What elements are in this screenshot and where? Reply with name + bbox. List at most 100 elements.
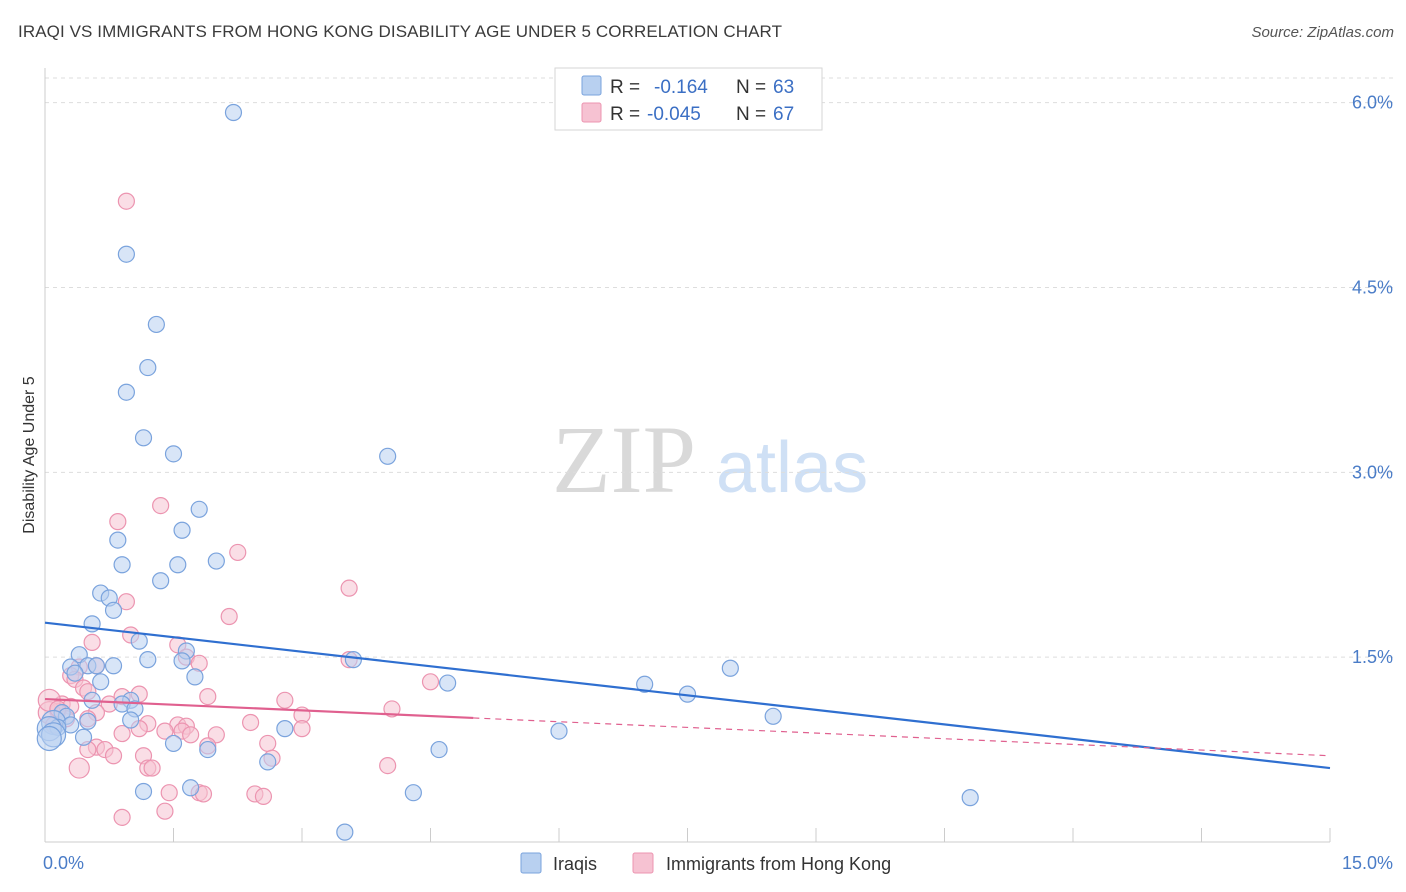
iraqis-point-27 (87, 657, 106, 675)
iraqis-point-55 (199, 740, 217, 759)
iraqis-point-30 (186, 668, 204, 686)
hongkong-point-62 (254, 787, 273, 806)
hongkong-point-43 (113, 724, 131, 743)
iraqis-point-50 (550, 722, 568, 740)
chart-source: Source: ZipAtlas.com (1251, 24, 1394, 41)
iraqis-point-14 (152, 572, 170, 590)
legend-r-label-1: R = (610, 77, 640, 98)
hongkong-point-8 (83, 633, 101, 651)
grid-lines (45, 77, 1395, 658)
chart-title: IRAQI VS IMMIGRANTS FROM HONG KONG DISAB… (18, 22, 783, 41)
legend-n-value-1: 63 (773, 77, 794, 98)
y-tick-label-1: 3.0% (1352, 462, 1393, 482)
iraqis-point-57 (259, 753, 277, 771)
bottom-legend-swatch-iraqis (520, 852, 542, 874)
legend-n-label-1: N = (736, 77, 766, 98)
iraqis-trend-line (44, 621, 1331, 770)
watermark-zip: ZIP (552, 406, 696, 513)
iraqis-point-8 (190, 500, 208, 518)
iraqis-point-54 (164, 734, 183, 753)
iraqis-point-19 (130, 632, 148, 650)
iraqis-point-42 (764, 707, 782, 725)
hongkong-point-46 (259, 734, 277, 753)
bottom-legend-iraqis: Iraqis (553, 854, 597, 874)
iraqis-point-0 (224, 103, 243, 122)
hongkong-trend-line-dashed (473, 717, 1331, 757)
legend-box: R = -0.164 N = 63 R = -0.045 N = 67 (554, 67, 823, 131)
iraqis-point-9 (173, 521, 191, 539)
iraqis-point-60 (404, 784, 422, 802)
hongkong-point-1 (152, 496, 170, 515)
y-tick-label-3: 6.0% (1352, 93, 1393, 113)
iraqis-point-29 (66, 664, 84, 682)
legend-swatch-hongkong (581, 102, 602, 123)
iraqis-point-31 (92, 673, 110, 691)
iraqis-point-2 (147, 315, 165, 334)
hongkong-point-40 (293, 720, 311, 738)
hongkong-trend-line-solid (44, 697, 474, 720)
hongkong-point-4 (340, 579, 358, 597)
legend-r-value-1: -0.164 (654, 77, 708, 98)
iraqis-point-58 (182, 779, 200, 797)
iraqis-point-22 (139, 651, 157, 669)
hongkong-point-17 (421, 673, 440, 691)
hongkong-point-44 (182, 726, 200, 744)
iraqis-point-62 (336, 823, 354, 841)
iraqis-point-43 (122, 711, 140, 729)
iraqis-point-5 (134, 429, 153, 447)
iraqis-point-4 (117, 383, 135, 401)
x-tick-label-0: 0.0% (43, 853, 84, 873)
hongkong-point-58 (160, 784, 178, 802)
iraqis-point-52 (74, 728, 93, 746)
axes (44, 68, 1331, 843)
iraqis-point-34 (721, 659, 739, 677)
iraqis-point-23 (173, 652, 191, 670)
iraqis-point-44 (79, 712, 97, 730)
hongkong-point-5 (117, 593, 135, 611)
iraqis-point-33 (636, 675, 654, 693)
hongkong-point-6 (220, 607, 238, 626)
iraqis-point-11 (207, 552, 225, 570)
series-hongkong-points (37, 192, 440, 826)
hongkong-point-23 (276, 691, 294, 709)
iraqis-point-17 (104, 601, 123, 619)
hongkong-point-63 (156, 802, 174, 820)
bottom-legend-swatch-hongkong (632, 852, 654, 874)
iraqis-point-7 (379, 447, 397, 465)
iraqis-point-13 (169, 556, 187, 574)
hongkong-point-21 (199, 687, 217, 706)
legend-n-value-2: 67 (773, 104, 794, 125)
y-tick-label-0: 1.5% (1352, 647, 1393, 667)
legend-n-label-2: N = (736, 104, 766, 125)
x-tick-label-1: 15.0% (1342, 853, 1393, 873)
bottom-legend-hongkong: Immigrants from Hong Kong (666, 854, 891, 874)
hongkong-point-41 (156, 722, 174, 740)
hongkong-point-2 (109, 513, 127, 531)
y-axis-label: Disability Age Under 5 (21, 376, 38, 534)
iraqis-point-28 (104, 657, 123, 675)
tick-labels: 1.5% 3.0% 4.5% 6.0% 0.0% 15.0% (43, 93, 1393, 873)
iraqis-point-61 (961, 789, 979, 807)
hongkong-point-27 (383, 700, 401, 718)
iraqis-point-12 (113, 556, 131, 574)
hongkong-point-34 (242, 713, 260, 732)
iraqis-point-24 (344, 651, 362, 669)
hongkong-point-0 (117, 192, 135, 210)
iraqis-point-32 (439, 674, 457, 692)
iraqis-point-1 (117, 245, 135, 263)
iraqis-point-3 (139, 358, 157, 377)
hongkong-point-56 (379, 756, 397, 775)
iraqis-point-53 (36, 725, 62, 752)
iraqis-point-49 (276, 720, 294, 738)
hongkong-point-64 (113, 808, 131, 826)
legend-r-value-2: -0.045 (647, 104, 701, 125)
watermark-atlas: atlas (716, 428, 868, 508)
hongkong-point-55 (143, 759, 161, 777)
iraqis-point-6 (164, 445, 183, 463)
hongkong-point-3 (229, 543, 247, 562)
iraqis-point-56 (430, 740, 448, 759)
iraqis-point-10 (109, 531, 127, 549)
hongkong-point-51 (104, 747, 123, 765)
trend-lines (44, 621, 1331, 770)
